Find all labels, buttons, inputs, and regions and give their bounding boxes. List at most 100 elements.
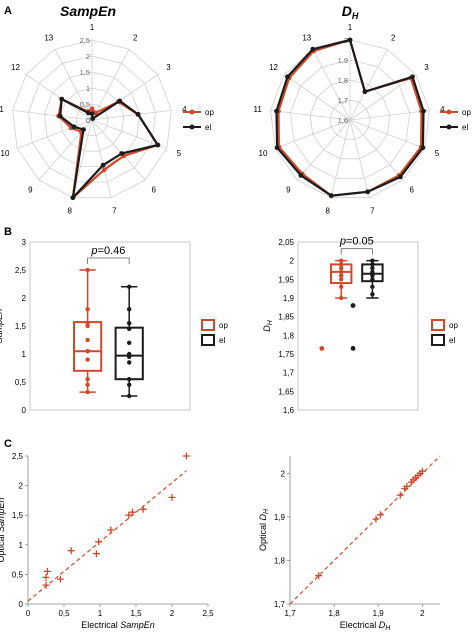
radar1-point-el <box>347 37 353 43</box>
radar0-spoke-label: 3 <box>166 63 171 72</box>
radar1-point-el <box>274 145 280 151</box>
box1-outlier-el <box>350 303 356 308</box>
radar1-spoke <box>296 119 351 181</box>
scat0-xtick: 2 <box>170 609 175 618</box>
radar0-point-el <box>89 111 95 116</box>
radar0-ring <box>59 87 125 152</box>
box0-point-op <box>85 337 90 343</box>
box0-legend-label-el: el <box>219 336 225 345</box>
box0-legend-swatch-op <box>201 319 215 331</box>
box0-point-el <box>127 340 132 345</box>
radar0-point-el <box>59 96 65 102</box>
scat1-ytick: 1,7 <box>274 600 286 609</box>
box0-pvalue: p=0.46 <box>90 245 125 257</box>
radar0-spoke-label: 4 <box>182 105 187 114</box>
box1-point-op <box>339 269 344 275</box>
radar0-spoke-label: 8 <box>67 206 72 215</box>
radar1-spoke <box>349 119 425 149</box>
box1-point-el <box>370 265 375 271</box>
radar1-spoke <box>349 119 404 181</box>
radar0-spoke <box>72 119 93 198</box>
radar1-spoke <box>283 74 351 121</box>
radar0-spoke <box>25 74 93 121</box>
radar1-spoke <box>330 119 351 198</box>
scat0-ytick: 2,5 <box>12 452 24 461</box>
radar0-ring <box>75 103 109 136</box>
radar0-point-el <box>71 124 77 130</box>
radar0-spoke-label: 10 <box>1 149 10 158</box>
scat1-point <box>372 515 380 523</box>
box1-legend-label-el: el <box>449 336 455 345</box>
radar1-ring-label: 1,7 <box>338 96 348 105</box>
box0-ytick: 2 <box>22 294 27 303</box>
scat1-xlabel-main: Electrical <box>340 620 379 630</box>
scat1-point <box>376 511 384 519</box>
radar0-ring-label: 2,5 <box>80 36 90 45</box>
radar0-point-el <box>81 127 86 132</box>
radar1-spoke-label: 7 <box>370 206 375 215</box>
scat0-xtick: 1,5 <box>130 609 142 618</box>
radar1-spoke-label: 10 <box>259 149 268 158</box>
scat0-xtick: 0,5 <box>58 609 70 618</box>
radar0-legend-marker-el <box>189 124 195 130</box>
scat1-ytick: 1,9 <box>274 513 286 522</box>
scat0-xtick: 2,5 <box>202 609 214 618</box>
radar1-ring <box>289 59 411 179</box>
radar-dh-title: DH <box>342 3 359 21</box>
radar0-spoke-label: 6 <box>151 186 156 195</box>
radar0-spoke <box>91 109 172 121</box>
panel-label-a: A <box>4 5 12 17</box>
radar-dh-title-sub: H <box>352 11 359 21</box>
radar0-spoke <box>54 48 93 121</box>
scat1-ylabel-sub: H <box>263 508 270 514</box>
scat0-xtick: 0 <box>26 609 31 618</box>
scat0-point <box>92 550 100 558</box>
radar0-spoke-label: 9 <box>28 186 33 195</box>
radar1-spoke-label: 9 <box>286 186 291 195</box>
radar1-spoke <box>275 119 351 149</box>
box1-point-op <box>339 262 344 267</box>
radar0-legend-marker-op <box>189 109 195 115</box>
scat0-point <box>128 508 136 516</box>
radar0-legend-label-op: op <box>205 108 214 117</box>
scat0-ylabel-main: Optical <box>0 532 6 563</box>
scat0-point <box>139 505 147 513</box>
box1-ytick: 1,7 <box>283 369 295 378</box>
box1-point-el <box>370 269 375 275</box>
box0-point-el <box>127 307 132 312</box>
box1-ylabel-sub: H <box>267 319 274 325</box>
scat0-xtick: 1 <box>98 609 103 618</box>
radar0-point-op <box>101 167 107 173</box>
box0-point-op <box>85 349 90 354</box>
radar0-point-el <box>117 98 123 104</box>
scat1-xtick: 2 <box>420 609 425 618</box>
box1-outlier-op <box>319 346 325 351</box>
radar-dh-title-main: D <box>342 3 352 19</box>
scat0-point <box>107 526 115 534</box>
radar1-ring <box>270 39 430 199</box>
box0-ylabel: SampEn <box>0 309 4 344</box>
radar1-point-el <box>310 46 316 52</box>
box1-point-op <box>339 295 344 301</box>
box1-pvalue-italic: p <box>339 236 346 248</box>
box0-point-el <box>127 351 132 357</box>
box1-frame <box>297 241 419 411</box>
radar1-legend-marker-el <box>446 124 452 130</box>
radar0-ring <box>43 71 141 168</box>
box0-bracket <box>87 257 130 264</box>
box1-ytick: 1,95 <box>278 275 294 284</box>
scat1-point <box>315 572 323 580</box>
radar1-point-el <box>285 74 290 80</box>
radar0-spoke-label: 7 <box>112 206 117 215</box>
scat0-ytick: 0 <box>19 600 24 609</box>
scat0-trendline <box>27 470 187 602</box>
radar0-ring <box>12 39 172 199</box>
box1-ytick: 1,65 <box>278 387 294 396</box>
radar1-spoke-label: 4 <box>440 105 445 114</box>
box1-ylabel: DH <box>262 319 274 332</box>
box1-bracket <box>340 248 373 255</box>
radar1-spoke-label: 6 <box>409 186 414 195</box>
radar1-ring <box>309 79 391 160</box>
